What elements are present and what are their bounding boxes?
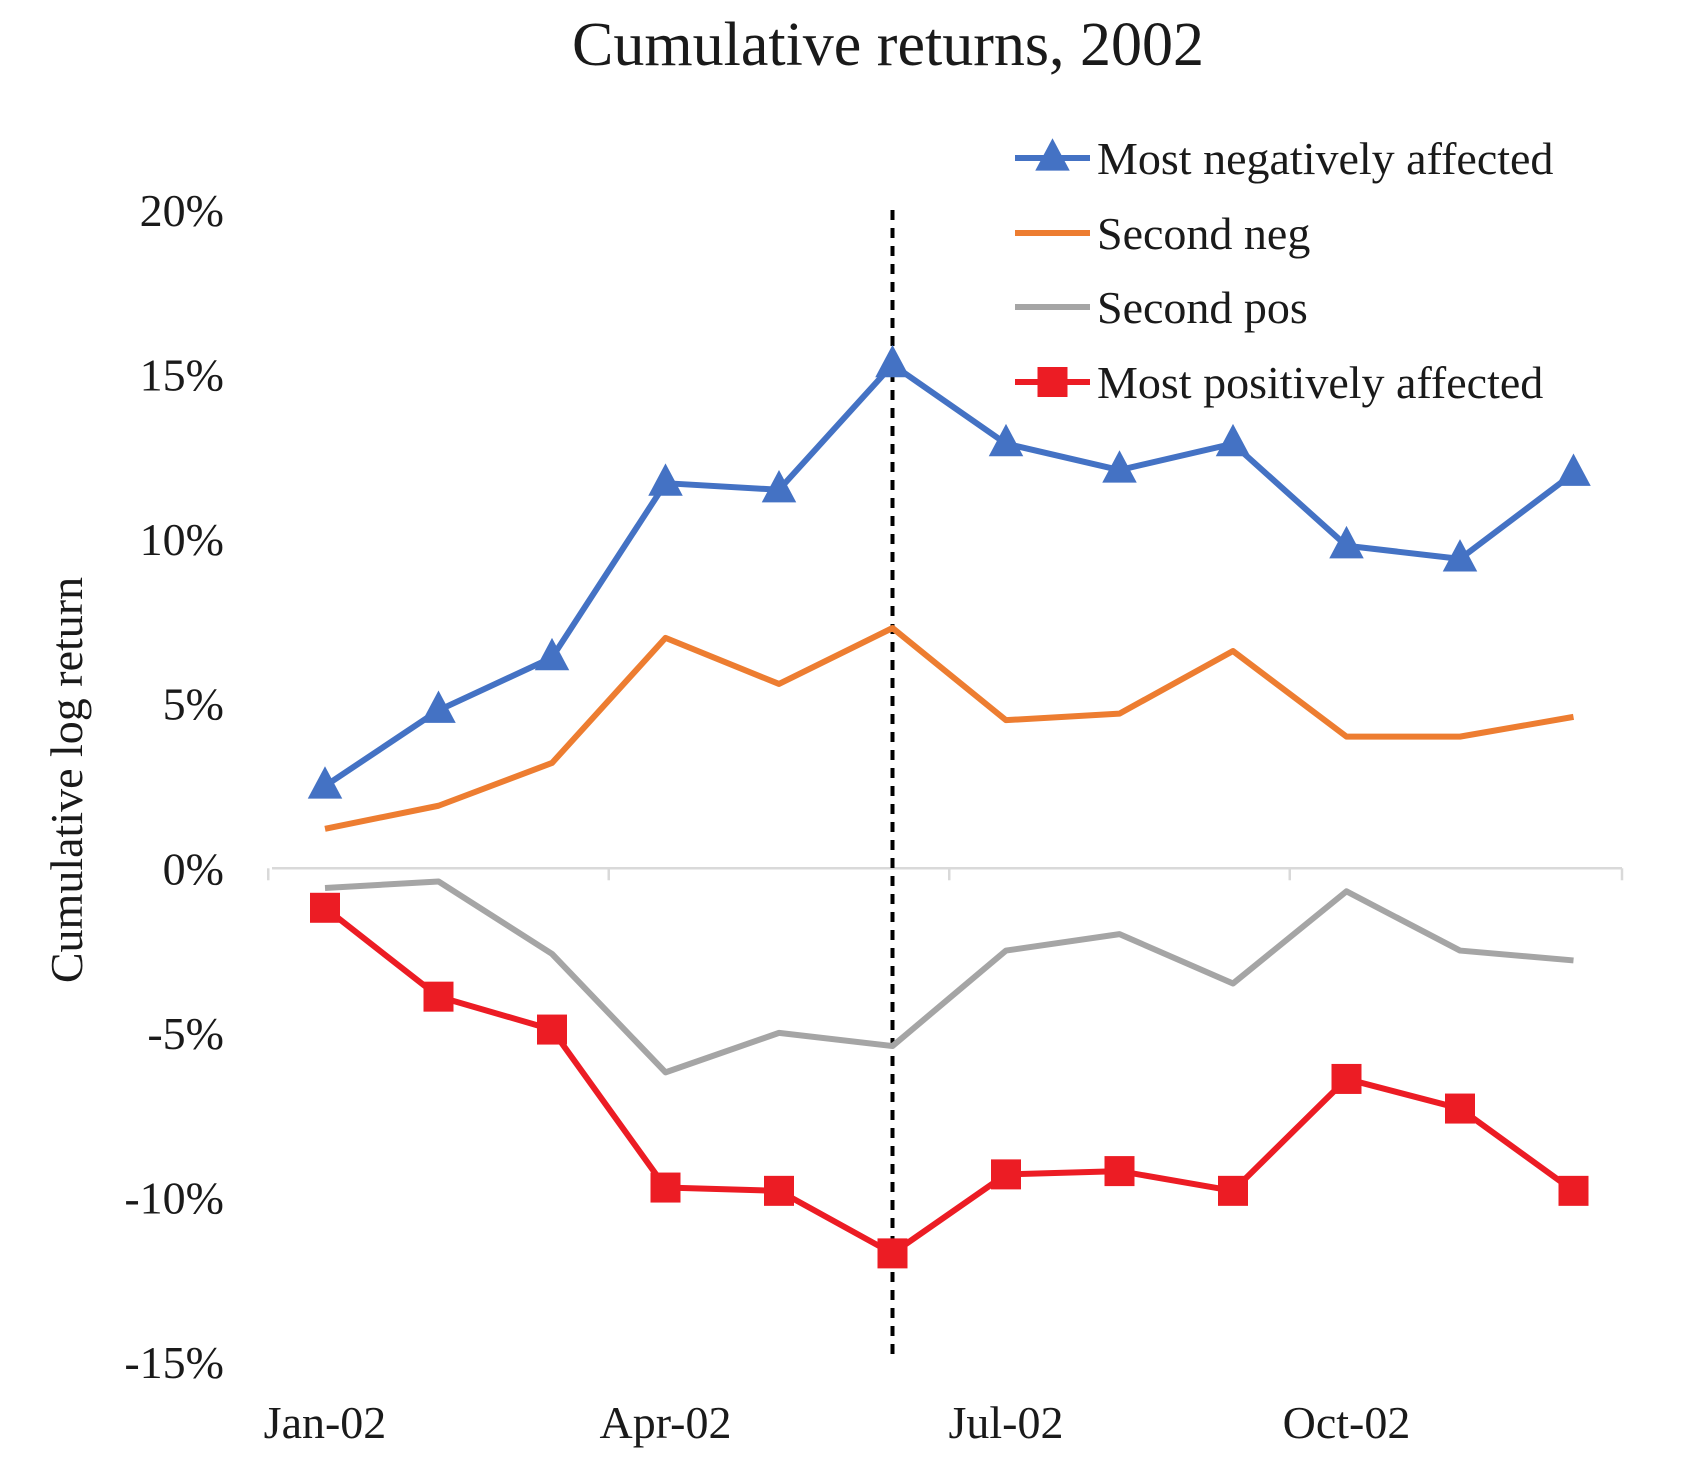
- data-point: [307, 766, 343, 799]
- y-tick-label: -10%: [124, 1172, 224, 1223]
- series-line: [323, 905, 1576, 1257]
- series-layer: [307, 344, 1591, 1269]
- data-point: [1442, 539, 1478, 572]
- legend-marker: [1037, 367, 1068, 397]
- x-axis: Jan-02 Apr-02 Jul-02 Oct-02: [264, 867, 1624, 1448]
- legend-label: Most negatively affected: [1097, 133, 1553, 184]
- legend-label: Second pos: [1097, 282, 1308, 333]
- series-line: [324, 878, 1574, 1076]
- legend-label: Most positively affected: [1097, 357, 1543, 408]
- data-point: [764, 1175, 794, 1206]
- y-tick-label: 20%: [140, 185, 224, 236]
- y-tick-label: 5%: [163, 679, 224, 730]
- data-point: [761, 469, 797, 503]
- y-tick-label: 10%: [140, 514, 224, 565]
- data-point: [650, 1172, 681, 1203]
- x-tick-label: Jul-02: [949, 1397, 1064, 1448]
- y-axis-label: Cumulative log return: [41, 577, 92, 983]
- y-tick-label: -15%: [124, 1337, 224, 1388]
- legend: Most negatively affected Second neg Second…: [1015, 133, 1553, 408]
- legend-label: Second neg: [1097, 208, 1310, 259]
- data-point: [991, 1159, 1021, 1190]
- x-tick-label: Oct-02: [1283, 1397, 1411, 1448]
- data-point: [1331, 1063, 1362, 1094]
- data-point: [423, 981, 454, 1012]
- data-point: [648, 463, 683, 496]
- data-point: [877, 1238, 908, 1269]
- y-tick-label: 15%: [140, 350, 224, 401]
- data-point: [421, 690, 456, 723]
- data-point: [1102, 450, 1137, 483]
- x-tick-label: Jan-02: [264, 1397, 387, 1448]
- series-line: [323, 361, 1576, 789]
- data-point: [1445, 1093, 1475, 1124]
- data-point: [1104, 1156, 1135, 1187]
- series-3: [310, 892, 1589, 1269]
- y-tick-label: 0%: [163, 843, 224, 894]
- series-0: [307, 344, 1591, 799]
- y-tick-label: -5%: [147, 1008, 224, 1059]
- data-point: [310, 892, 340, 923]
- data-point: [1556, 453, 1591, 486]
- data-point: [1558, 1175, 1589, 1206]
- data-point: [1329, 525, 1364, 559]
- data-point: [988, 423, 1024, 457]
- data-point: [875, 344, 910, 378]
- data-point: [534, 637, 570, 671]
- chart-title: Cumulative returns, 2002: [572, 11, 1204, 79]
- x-tick-label: Apr-02: [600, 1397, 732, 1448]
- series-2: [324, 878, 1574, 1076]
- legend-marker: [1035, 138, 1070, 171]
- y-axis-ticks: 20% 15% 10% 5% 0% -5% -10% -15%: [124, 185, 224, 1388]
- data-point: [1218, 1175, 1248, 1206]
- data-point: [537, 1014, 567, 1045]
- data-point: [1215, 423, 1251, 457]
- series-1: [324, 625, 1575, 832]
- series-line: [324, 625, 1575, 832]
